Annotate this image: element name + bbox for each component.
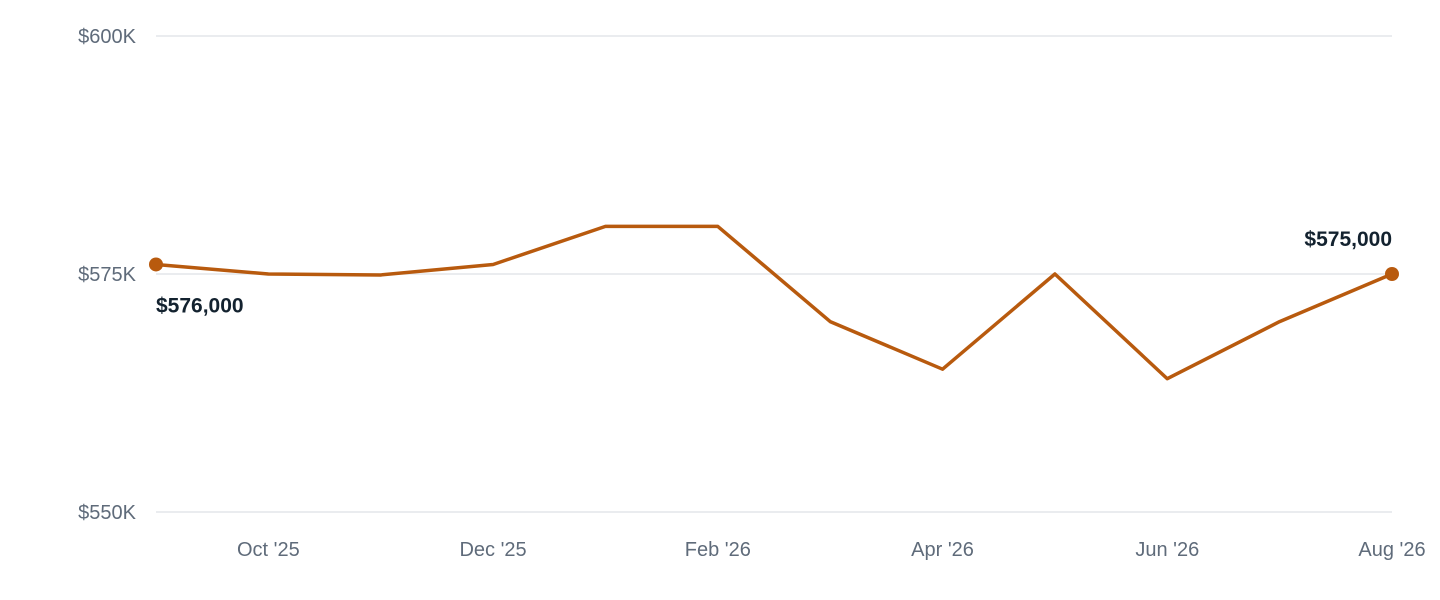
- x-tick-label: Apr '26: [911, 539, 974, 561]
- series-line-group: [154, 224, 1394, 381]
- x-tick-label: Feb '26: [685, 539, 751, 561]
- data-point-marker: [1385, 267, 1399, 281]
- y-axis-tick-labels: $600K $575K $550K: [78, 26, 136, 524]
- endpoint-markers: [149, 257, 1399, 281]
- x-axis-tick-labels: Oct '25 Dec '25 Feb '26 Apr '26 Jun '26 Aug '…: [237, 539, 1426, 561]
- y-tick-label: $550K: [78, 502, 136, 524]
- data-label: $575,000: [1304, 228, 1392, 251]
- x-tick-label: Aug '26: [1358, 539, 1425, 561]
- y-tick-label: $600K: [78, 26, 136, 48]
- data-point-marker: [149, 257, 163, 272]
- x-tick-label: Dec '25: [459, 539, 526, 561]
- data-label: $576,000: [156, 294, 244, 317]
- x-tick-label: Jun '26: [1135, 539, 1199, 561]
- series-line: [154, 224, 1394, 381]
- x-tick-label: Oct '25: [237, 539, 300, 561]
- y-tick-label: $575K: [78, 264, 136, 286]
- data-labels: $576,000 $575,000: [156, 228, 1392, 317]
